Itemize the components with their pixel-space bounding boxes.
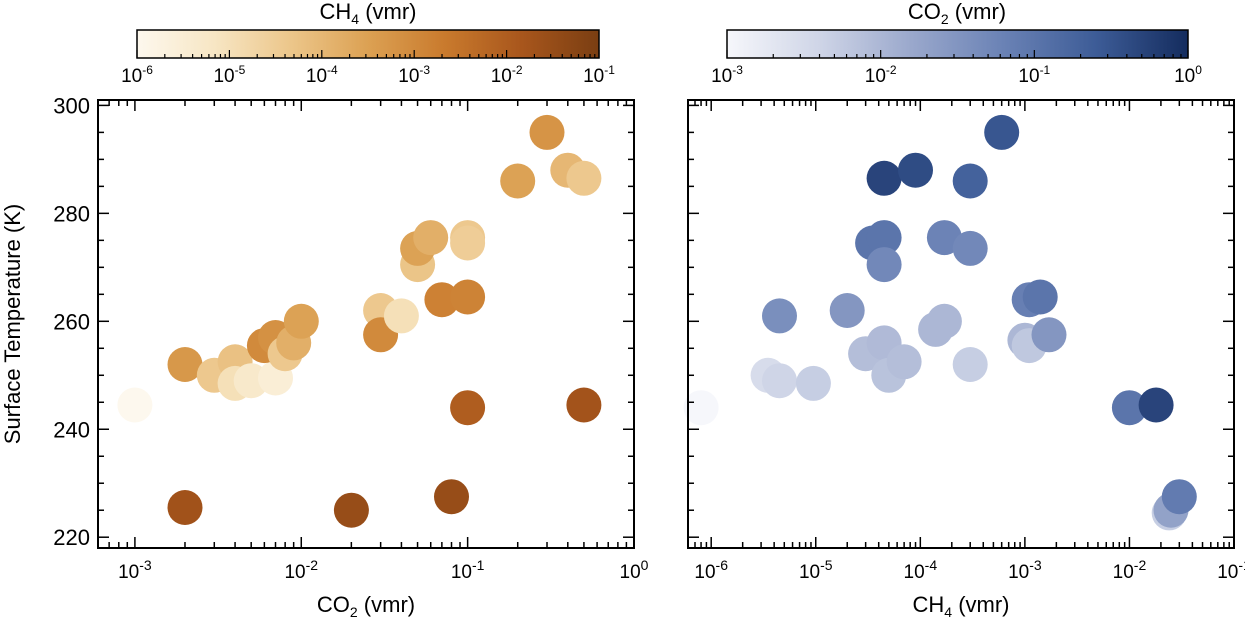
data-point: [450, 279, 486, 315]
data-point: [898, 152, 933, 188]
left-panel: 10-3 10-2 10-1 100 220 240 260 280 300 CO2 (vmr…: [0, 93, 649, 620]
data-point: [886, 344, 922, 380]
right-panel-points: [683, 114, 1197, 531]
colorbar-tick-label: 10-1: [1018, 63, 1050, 87]
data-point: [952, 163, 988, 199]
y-tick-label: 220: [53, 525, 90, 550]
colorbar-co2-title: CO2 (vmr): [908, 0, 1006, 27]
data-point: [500, 163, 536, 199]
colorbar-co2-gradient: [726, 29, 1189, 59]
colorbar-co2: CO2 (vmr) 10-3 10-2 10-1 100: [711, 0, 1202, 87]
y-axis-title: Surface Temperature (K): [0, 204, 25, 444]
data-point: [866, 247, 902, 283]
right-panel: 10-6 10-5 10-4 10-3 10-2 10-1 CH4 (vmr): [683, 99, 1245, 620]
colorbar-tick-label: 100: [1174, 63, 1202, 87]
colorbar-tick-label: 10-2: [865, 63, 897, 87]
colorbar-co2-ticks: 10-3 10-2 10-1 100: [711, 50, 1202, 87]
x-tick-label: 10-6: [694, 557, 728, 583]
x-tick-label: 10-3: [1008, 557, 1042, 583]
left-x-axis-title: CO2 (vmr): [317, 592, 415, 620]
data-point: [566, 160, 602, 196]
left-panel-x-ticks: 10-3 10-2 10-1 100: [97, 100, 649, 583]
data-point: [1031, 317, 1067, 353]
colorbar-ch4-title: CH4 (vmr): [320, 0, 417, 27]
x-tick-label: 10-3: [118, 557, 152, 583]
data-point: [117, 387, 153, 423]
y-tick-label: 280: [53, 201, 90, 226]
data-point: [450, 225, 486, 261]
data-point: [1111, 390, 1147, 426]
data-point: [283, 303, 319, 339]
right-x-axis-title: CH4 (vmr): [913, 592, 1010, 620]
colorbar-tick-label: 10-3: [398, 63, 430, 87]
data-point: [1138, 387, 1174, 423]
y-tick-label: 260: [53, 309, 90, 334]
data-point: [762, 298, 797, 334]
left-panel-y-ticks: 220 240 260 280 300: [53, 93, 634, 550]
right-panel-x-ticks: 10-6 10-5 10-4 10-3 10-2 10-1: [687, 100, 1245, 583]
colorbar-tick-label: 10-4: [306, 63, 338, 87]
data-point: [434, 479, 469, 515]
data-point: [424, 282, 460, 318]
colorbar-tick-label: 10-6: [121, 63, 153, 87]
data-point: [926, 303, 962, 339]
x-tick-label: 10-1: [1217, 557, 1245, 583]
data-point: [167, 490, 203, 525]
data-point: [984, 114, 1020, 150]
data-point: [383, 298, 419, 334]
colorbar-tick-label: 10-2: [491, 63, 523, 87]
data-point: [529, 114, 565, 150]
data-point: [829, 293, 865, 328]
x-tick-label: 10-4: [904, 557, 938, 583]
x-tick-label: 10-5: [799, 557, 833, 583]
right-panel-frame: [687, 99, 1235, 549]
data-point: [566, 387, 602, 423]
x-tick-label: 10-2: [1113, 557, 1147, 583]
colorbar-tick-label: 10-1: [583, 63, 615, 87]
x-tick-label: 10-2: [284, 557, 318, 583]
left-panel-frame: [97, 99, 635, 549]
left-panel-points: [117, 114, 602, 528]
data-point: [1161, 479, 1197, 515]
data-point: [866, 160, 902, 196]
data-point: [1022, 279, 1058, 315]
data-point: [683, 390, 719, 426]
data-point: [413, 220, 449, 256]
data-point: [450, 390, 486, 426]
data-point: [952, 347, 988, 382]
colorbar-tick-label: 10-3: [711, 63, 743, 87]
x-tick-label: 10-1: [451, 557, 485, 583]
colorbar-ch4-ticks: 10-6 10-5 10-4 10-3 10-2 10-1: [121, 50, 615, 87]
right-panel-y-ticks: [688, 104, 1234, 538]
data-point: [795, 365, 831, 401]
y-tick-label: 300: [53, 93, 90, 118]
data-point: [866, 220, 902, 256]
data-point: [167, 347, 203, 382]
data-point: [762, 363, 797, 399]
data-point: [333, 492, 369, 528]
x-tick-label: 100: [620, 557, 649, 583]
y-tick-label: 240: [53, 417, 90, 442]
colorbar-ch4-gradient: [136, 29, 600, 59]
colorbar-tick-label: 10-5: [213, 63, 245, 87]
colorbar-ch4: CH4 (vmr) 10-6 10-5 10-4 10-3 10-2 10-1: [121, 0, 615, 87]
data-point: [952, 230, 988, 266]
